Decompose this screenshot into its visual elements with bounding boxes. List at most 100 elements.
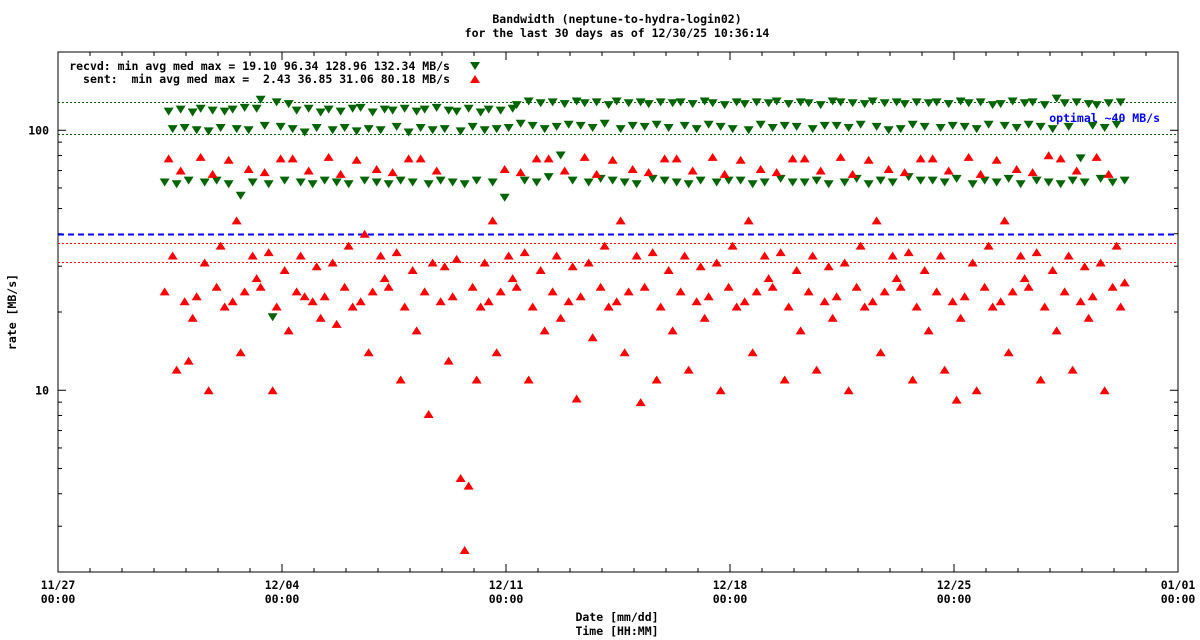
sent-point bbox=[607, 155, 618, 164]
sent-point bbox=[335, 169, 346, 178]
recvd-point bbox=[1115, 98, 1126, 107]
sent-point bbox=[1063, 251, 1074, 260]
recvd-point bbox=[391, 122, 402, 131]
recvd-point bbox=[427, 126, 438, 135]
sent-point bbox=[807, 251, 818, 260]
sent-point bbox=[283, 326, 294, 335]
sent-point bbox=[675, 287, 686, 296]
recvd-point bbox=[355, 103, 366, 112]
sent-point bbox=[791, 266, 802, 275]
sent-point bbox=[583, 258, 594, 267]
sent-point bbox=[839, 258, 850, 267]
y-axis-label: rate [MB/s] bbox=[5, 274, 19, 350]
sent-point bbox=[187, 313, 198, 322]
sent-point bbox=[367, 287, 378, 296]
recvd-point bbox=[915, 176, 926, 185]
recvd-point bbox=[467, 122, 478, 131]
recvd-point bbox=[703, 120, 714, 129]
sent-point bbox=[323, 152, 334, 161]
sent-point bbox=[903, 248, 914, 257]
sent-point bbox=[971, 386, 982, 395]
recvd-point bbox=[931, 98, 942, 107]
recvd-point bbox=[175, 105, 186, 114]
sent-point bbox=[211, 282, 222, 291]
recvd-point bbox=[623, 99, 634, 108]
recvd-point bbox=[559, 100, 570, 109]
sent-point bbox=[459, 546, 470, 555]
recvd-point bbox=[631, 180, 642, 189]
recvd-point bbox=[683, 180, 694, 189]
sent-point bbox=[1091, 152, 1102, 161]
sent-point bbox=[611, 297, 622, 306]
sent-point bbox=[435, 297, 446, 306]
recvd-point bbox=[247, 178, 258, 187]
sent-point bbox=[471, 375, 482, 384]
recvd-point bbox=[307, 180, 318, 189]
sent-point bbox=[659, 154, 670, 163]
sent-point bbox=[579, 152, 590, 161]
sent-point bbox=[935, 251, 946, 260]
recvd-point bbox=[991, 178, 1002, 187]
recvd-point bbox=[455, 127, 466, 136]
recvd-point bbox=[719, 101, 730, 110]
sent-point bbox=[823, 262, 834, 271]
sent-point bbox=[1015, 251, 1026, 260]
recvd-point bbox=[627, 121, 638, 130]
sent-point bbox=[1007, 287, 1018, 296]
sent-point bbox=[767, 282, 778, 291]
recvd-point bbox=[163, 107, 174, 116]
sent-point bbox=[647, 248, 658, 257]
recvd-point bbox=[867, 97, 878, 106]
recvd-point bbox=[787, 178, 798, 187]
recvd-point bbox=[491, 125, 502, 134]
recvd-point bbox=[371, 178, 382, 187]
sent-point bbox=[1079, 262, 1090, 271]
axis-ticks: 11/2700:0012/0400:0012/1100:0012/1800:00… bbox=[28, 52, 1195, 606]
sent-point bbox=[523, 375, 534, 384]
recvd-point bbox=[919, 122, 930, 131]
sent-point bbox=[731, 302, 742, 311]
legend-markers bbox=[470, 62, 480, 83]
sent-point bbox=[319, 292, 330, 301]
recvd-point bbox=[747, 180, 758, 189]
sent-point bbox=[559, 166, 570, 175]
recvd-point bbox=[871, 122, 882, 131]
recvd-point bbox=[819, 121, 830, 130]
recvd-point bbox=[963, 99, 974, 108]
sent-point bbox=[447, 292, 458, 301]
recvd-point bbox=[451, 107, 462, 116]
recvd-point bbox=[659, 176, 670, 185]
recvd-point bbox=[847, 99, 858, 108]
recvd-point bbox=[231, 125, 242, 134]
recvd-point bbox=[1075, 154, 1086, 163]
recvd-point bbox=[1011, 124, 1022, 133]
sent-point bbox=[183, 356, 194, 365]
recvd-point bbox=[767, 124, 778, 133]
sent-point bbox=[403, 154, 414, 163]
recvd-point bbox=[923, 99, 934, 108]
sent-point bbox=[303, 166, 314, 175]
sent-point bbox=[423, 410, 434, 419]
sent-point bbox=[331, 319, 342, 328]
recvd-point bbox=[1103, 99, 1114, 108]
recvd-point bbox=[471, 176, 482, 185]
y-tick-label: 100 bbox=[28, 123, 49, 137]
sent-point bbox=[711, 258, 722, 267]
recvd-point bbox=[311, 124, 322, 133]
sent-point bbox=[599, 241, 610, 250]
sent-point bbox=[587, 333, 598, 342]
recvd-point bbox=[879, 99, 890, 108]
sent-point bbox=[595, 282, 606, 291]
sent-point bbox=[171, 365, 182, 374]
sent-point bbox=[879, 287, 890, 296]
sent-point bbox=[307, 297, 318, 306]
sent-point bbox=[959, 292, 970, 301]
sent-point bbox=[275, 154, 286, 163]
x-tick-label-time: 00:00 bbox=[489, 592, 524, 606]
sent-point bbox=[467, 282, 478, 291]
x-tick-label-date: 12/18 bbox=[713, 578, 748, 592]
sent-point bbox=[167, 251, 178, 260]
sent-point bbox=[815, 166, 826, 175]
sent-point bbox=[863, 155, 874, 164]
recvd-point bbox=[335, 107, 346, 116]
